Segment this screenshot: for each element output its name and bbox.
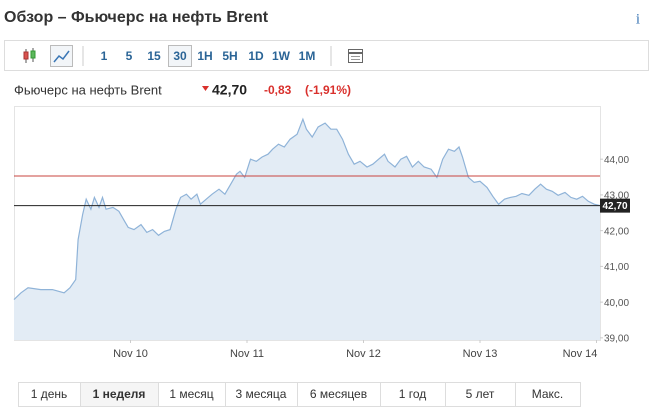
line-icon (53, 50, 70, 63)
interval-button[interactable]: 1W (272, 49, 291, 63)
x-tick-label: Nov 14 (563, 348, 598, 360)
x-tick-label: Nov 10 (113, 348, 148, 360)
instrument-name: Фьючерс на нефть Brent (14, 82, 162, 97)
last-price-label: 42,70 (602, 201, 627, 212)
change-percent: (-1,91%) (305, 83, 351, 97)
x-tick-label: Nov 12 (346, 348, 381, 360)
range-tabs: 1 день 1 неделя 1 месяц 3 месяца 6 месяцев 1 … (18, 382, 581, 407)
y-tick-label: 40,00 (604, 298, 629, 309)
candle-icon[interactable] (23, 48, 36, 63)
plot: 42,70 39,00 40,00 41,00 42,00 43,00 44,00 Nov 1… (13, 117, 630, 360)
range-tab[interactable]: 1 месяц (169, 387, 213, 401)
calendar-icon[interactable] (348, 49, 363, 63)
range-tab[interactable]: 5 лет (466, 387, 495, 401)
range-tab[interactable]: 1 день (31, 387, 68, 401)
interval-button[interactable]: 1 (101, 49, 108, 63)
tab-selected[interactable] (81, 383, 158, 406)
title: Обзор – Фьючерс на нефть Brent (4, 9, 269, 26)
interval-button[interactable]: 1H (197, 49, 212, 63)
y-tick-label: 44,00 (604, 155, 629, 166)
interval-button[interactable]: 1D (248, 49, 264, 63)
y-tick-label: 42,00 (604, 226, 629, 237)
range-tab[interactable]: 1 неделя (93, 387, 146, 401)
x-tick-label: Nov 11 (230, 348, 264, 360)
y-tick-label: 43,00 (604, 191, 629, 202)
interval-button[interactable]: 30 (173, 49, 187, 63)
interval-button[interactable]: 5H (222, 49, 237, 63)
last-price-box (600, 198, 630, 213)
interval-button[interactable]: 5 (126, 49, 133, 63)
info-icon[interactable]: i (636, 11, 640, 27)
range-tab[interactable]: 6 месяцев (310, 387, 367, 401)
price: 42,70 (212, 82, 247, 98)
line-icon-box[interactable] (50, 45, 73, 67)
change: -0,83 (264, 83, 292, 97)
y-tick-label: 41,00 (604, 262, 629, 273)
range-tab[interactable]: Макс. (532, 387, 564, 401)
x-tick-label: Nov 13 (463, 348, 498, 360)
range-tab[interactable]: 3 месяца (236, 387, 287, 401)
interval-button[interactable]: 1M (299, 49, 316, 63)
range-tab[interactable]: 1 год (399, 387, 427, 401)
area-fill (14, 119, 600, 340)
interval-selected[interactable] (168, 45, 192, 67)
down-arrow (202, 86, 209, 91)
price-line (13, 117, 601, 301)
interval-button[interactable]: 15 (147, 49, 161, 63)
toolbar (4, 40, 649, 71)
y-tick-label: 39,00 (604, 333, 629, 344)
